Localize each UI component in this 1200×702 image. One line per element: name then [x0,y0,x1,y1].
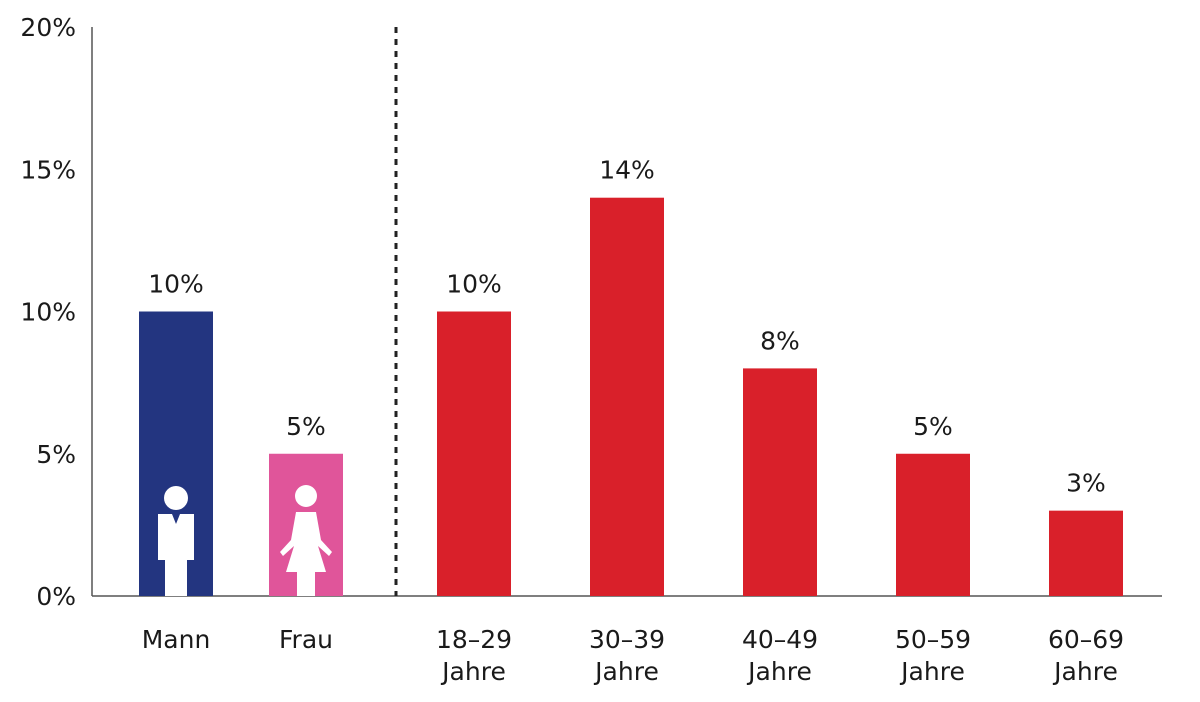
data-labels: 10% 5% 10% 14% 8% 5% 3% [148,156,1106,498]
x-tick-label-mann: Mann [142,625,211,654]
y-tick-label: 0% [36,582,76,611]
y-tick-label: 20% [20,13,76,42]
x-tick-label-age-40-49: 40–49 [742,625,818,654]
y-tick-label: 5% [36,440,76,469]
bar-age-50-59 [896,453,970,596]
x-tick-label-frau: Frau [279,625,333,654]
data-label-frau: 5% [286,412,326,441]
x-tick-label-age-60-69: Jahre [1052,657,1118,686]
x-tick-label-age-30-39: Jahre [593,657,659,686]
data-label-age-30-39: 14% [599,156,655,185]
data-label-age-18-29: 10% [446,270,502,299]
y-tick-label: 10% [20,298,76,327]
man-icon [158,486,194,596]
data-label-mann: 10% [148,270,204,299]
x-tick-label-age-18-29: 18–29 [436,625,512,654]
bar-icons [158,485,332,596]
x-tick-label-age-30-39: 30–39 [589,625,665,654]
bar-age-60-69 [1049,510,1123,596]
bar-age-30-39 [590,197,664,596]
bar-age-40-49 [743,368,817,596]
x-tick-label-age-18-29: Jahre [440,657,506,686]
data-label-age-40-49: 8% [760,326,800,355]
x-tick-label-age-60-69: 60–69 [1048,625,1124,654]
bar-age-18-29 [437,311,511,596]
x-tick-label-age-50-59: 50–59 [895,625,971,654]
woman-icon [280,485,332,596]
x-axis-tick-labels: Mann Frau 18–29 Jahre 30–39 Jahre 40–49 Jahre 50… [142,625,1124,686]
x-tick-label-age-40-49: Jahre [746,657,812,686]
data-label-age-60-69: 3% [1066,469,1106,498]
y-tick-label: 15% [20,155,76,184]
bars [139,197,1123,596]
x-tick-label-age-50-59: Jahre [899,657,965,686]
data-label-age-50-59: 5% [913,412,953,441]
